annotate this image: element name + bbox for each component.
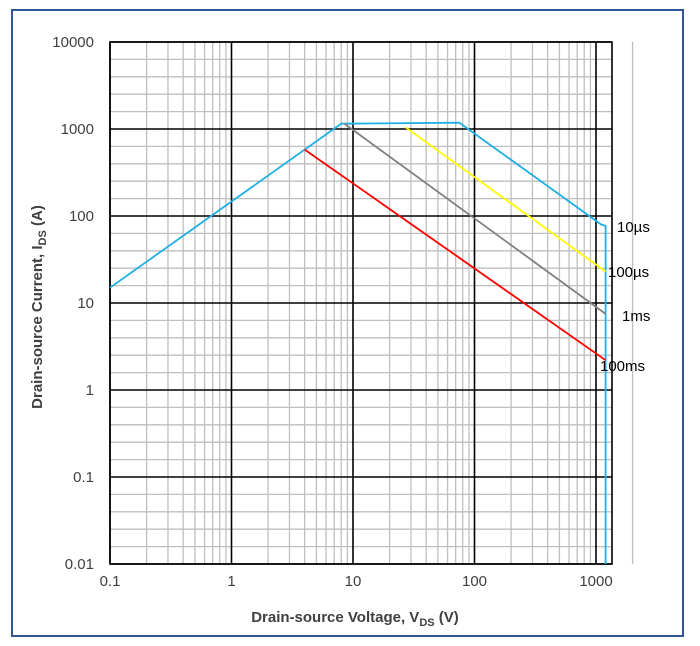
y-tick-label: 10000 — [52, 34, 94, 51]
y-tick-label: 1000 — [61, 121, 94, 138]
series-annotation: 100µs — [608, 264, 649, 281]
series-labels: 10µs 100µs 1ms 100ms — [600, 219, 650, 375]
plot-border — [109, 41, 613, 565]
x-tick-label: 10 — [345, 573, 362, 590]
series-annotation: 1ms — [622, 308, 650, 325]
series-line-100ms — [304, 148, 607, 361]
series-line-100µs — [404, 126, 607, 273]
series-line-10µs — [109, 121, 607, 564]
x-tick-label: 1 — [227, 573, 235, 590]
y-tick-label: 100 — [69, 208, 94, 225]
y-tick-label: 1 — [86, 382, 94, 399]
series-annotation: 10µs — [617, 219, 650, 236]
y-tick-label: 0.01 — [65, 556, 94, 573]
x-axis-title: Drain-source Voltage, VDS (V) — [251, 609, 459, 629]
series-line-1ms — [343, 122, 607, 315]
y-axis-title: Drain-source Current, IDS (A) — [29, 205, 49, 409]
y-tick-label: 10 — [77, 295, 94, 312]
major-gridlines — [109, 41, 613, 565]
series-lines — [109, 121, 607, 564]
x-tick-label: 100 — [462, 573, 487, 590]
y-tick-label: 0.1 — [73, 469, 94, 486]
tick-labels: 0.1 1 10 100 1000 0.01 0.1 1 10 100 1000 10000 — [52, 34, 612, 590]
x-tick-label: 0.1 — [100, 573, 121, 590]
x-tick-label: 1000 — [579, 573, 612, 590]
series-annotation: 100ms — [600, 358, 645, 375]
